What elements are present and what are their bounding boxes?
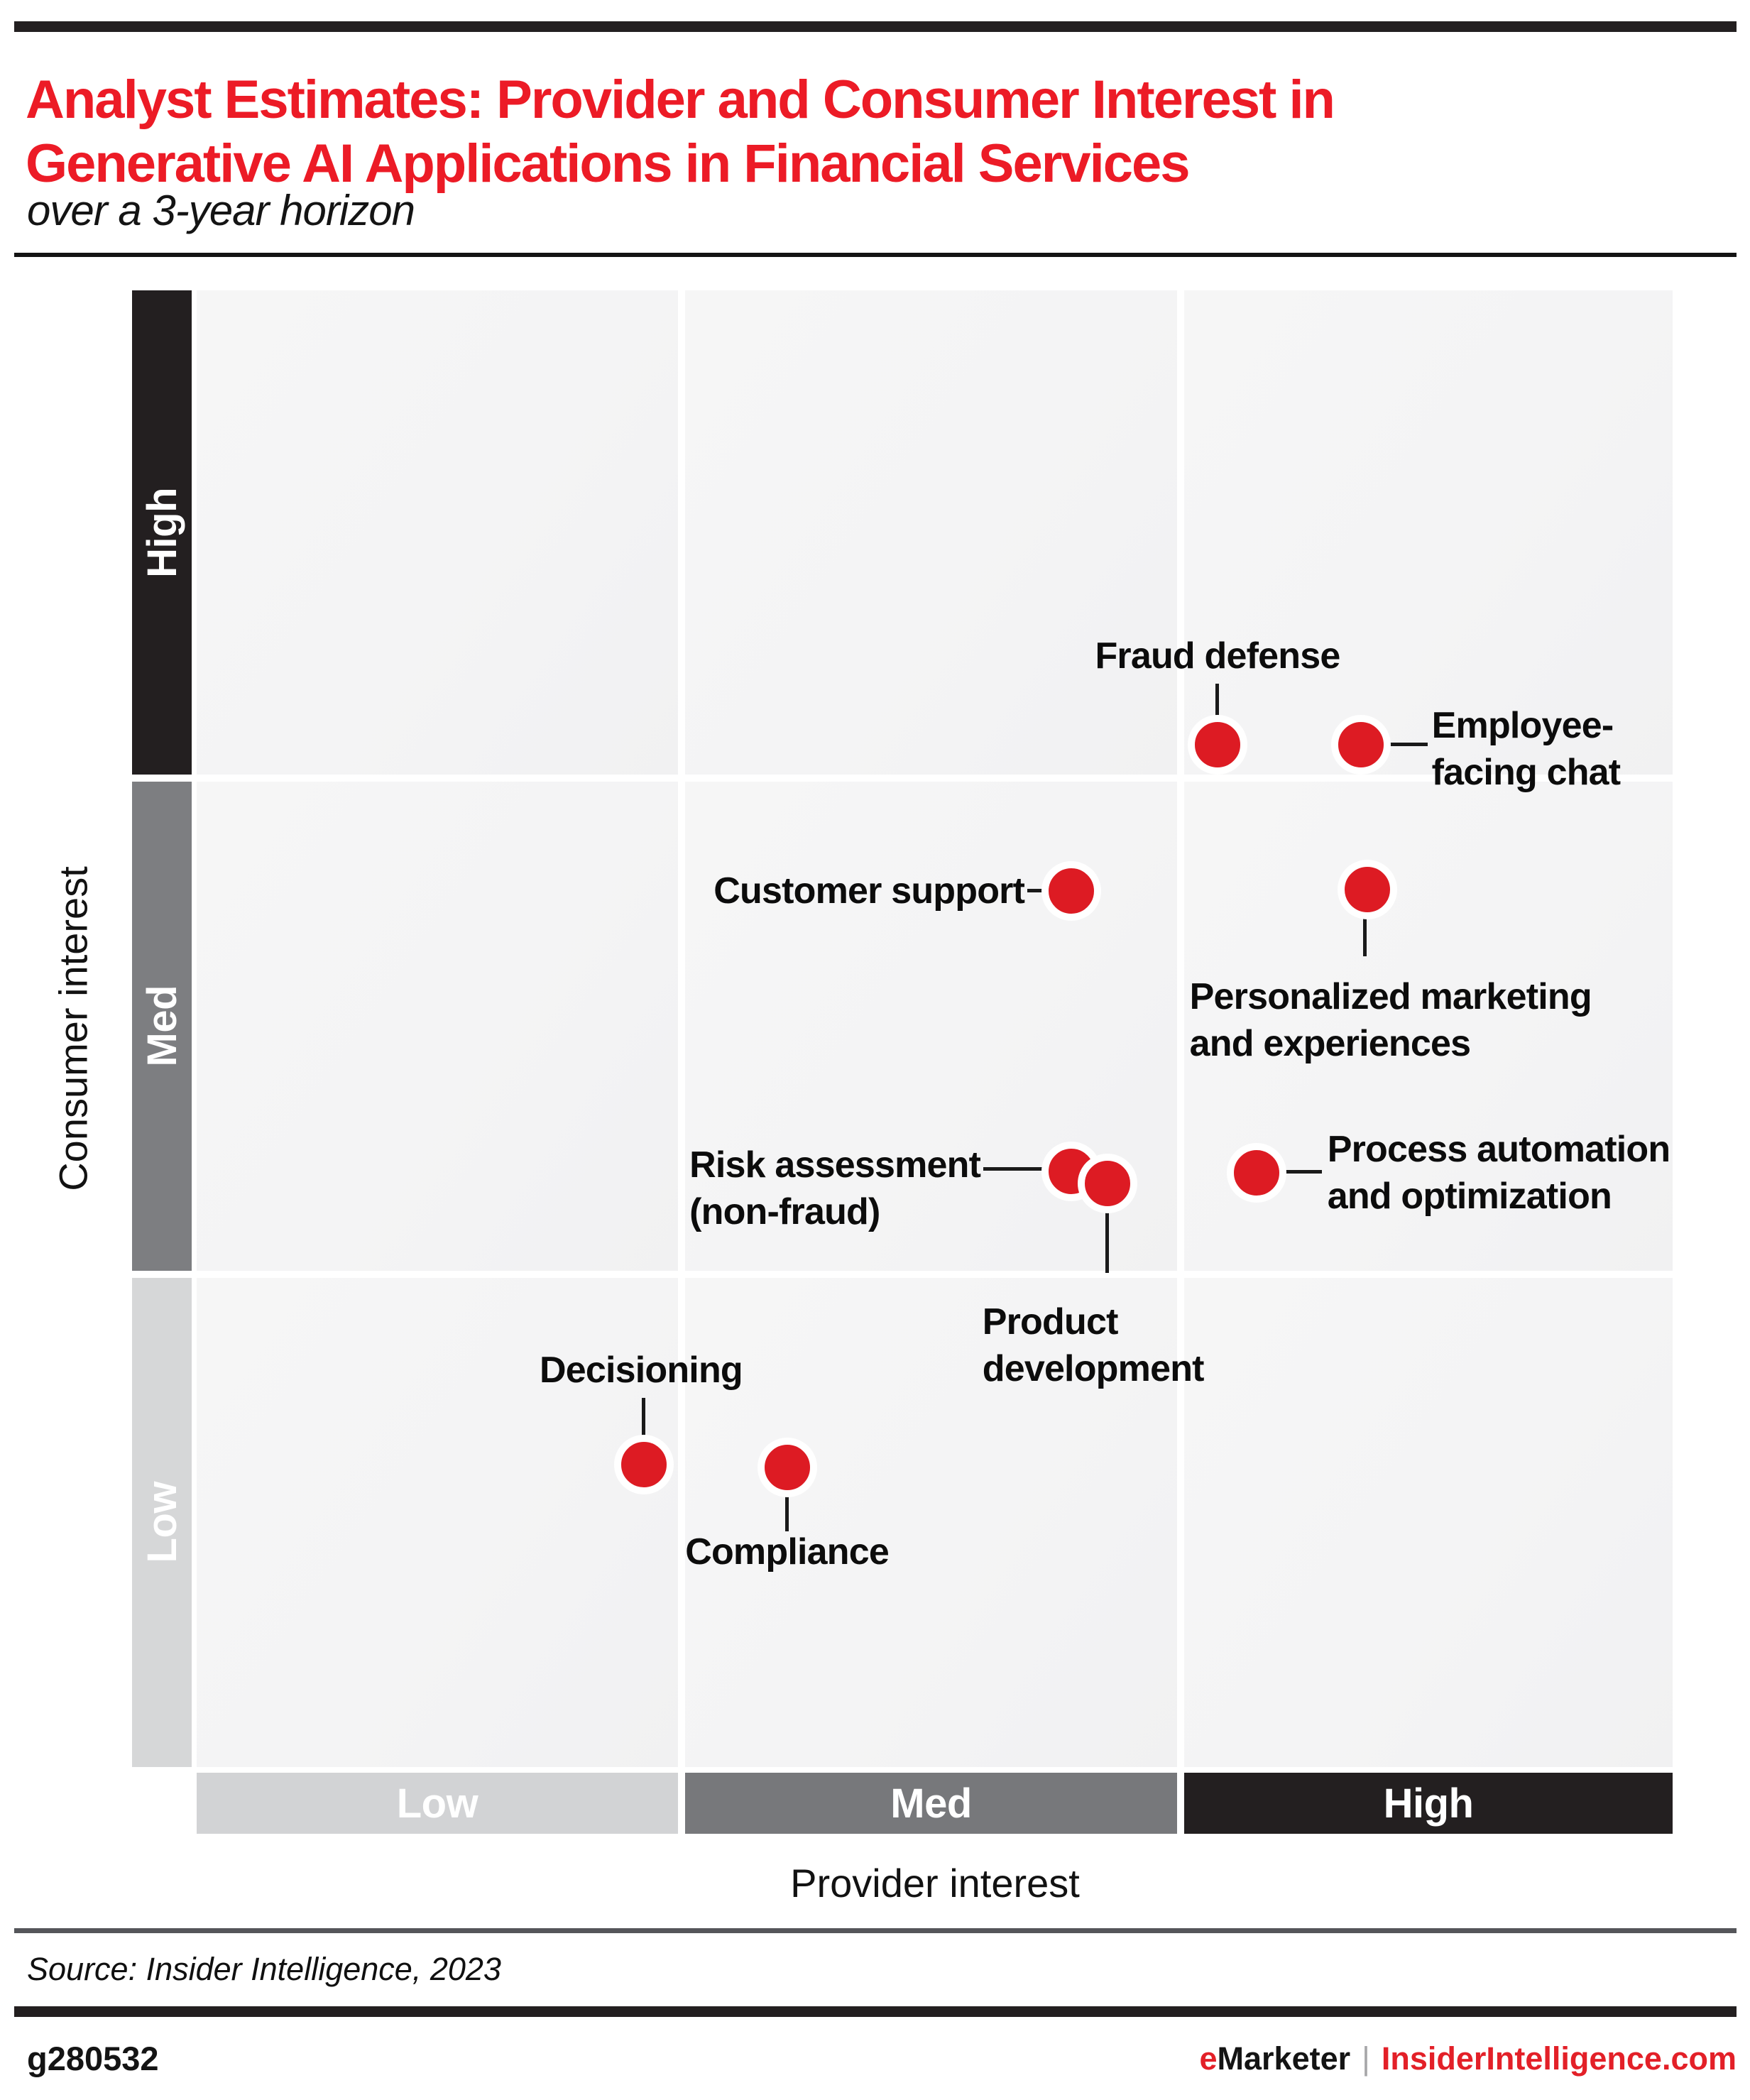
- y-band-high: High: [132, 290, 192, 775]
- compliance-label: Compliance: [685, 1531, 890, 1573]
- process-automation-and-optimization-label: Process automation and optimization: [1327, 1129, 1670, 1218]
- x-axis-title: Provider interest: [790, 1861, 1080, 1905]
- risk-assessment-non-fraud-label: Risk assessment (non-fraud): [689, 1144, 981, 1233]
- process-automation-and-optimization-dot: [1226, 1143, 1286, 1203]
- footer-accent-bar: [14, 2006, 1737, 2017]
- top-accent-bar: [14, 21, 1737, 32]
- brand-footer: eMarketer | InsiderIntelligence.com: [1200, 2040, 1737, 2077]
- x-band-low: Low: [197, 1773, 678, 1834]
- grid-cell: [197, 290, 678, 775]
- grid-cell: [197, 1278, 678, 1767]
- emarketer-wordmark: eMarketer: [1200, 2040, 1351, 2077]
- compliance-dot: [757, 1437, 817, 1497]
- fraud-defense-label: Fraud defense: [1095, 635, 1340, 677]
- emarketer-e: e: [1199, 2040, 1218, 2077]
- fraud-defense-dot: [1187, 714, 1247, 775]
- emarketer-rest: Marketer: [1217, 2040, 1351, 2077]
- source-divider: [14, 1928, 1737, 1933]
- chart-id: g280532: [27, 2040, 159, 2077]
- chart-subtitle: over a 3-year horizon: [27, 187, 415, 234]
- product-development-dot: [1077, 1153, 1137, 1213]
- y-band-med: Med: [132, 782, 192, 1271]
- decisioning-dot: [613, 1435, 674, 1495]
- y-band-low: Low: [132, 1278, 192, 1767]
- chart-title: Analyst Estimates: Provider and Consumer…: [26, 68, 1335, 196]
- matrix-grid: [197, 290, 1673, 1767]
- x-band-med-label: Med: [890, 1780, 972, 1827]
- x-band-low-label: Low: [396, 1780, 478, 1827]
- grid-cell: [1184, 290, 1673, 775]
- header-divider: [14, 253, 1737, 257]
- risk-assessment-non-fraud-leader: [983, 1166, 1068, 1171]
- customer-support-label: Customer support: [713, 870, 1025, 912]
- x-band-high-label: High: [1383, 1780, 1474, 1827]
- personalized-marketing-and-experiences-leader: [1363, 893, 1367, 956]
- grid-cell: [685, 1278, 1177, 1767]
- personalized-marketing-and-experiences-label: Personalized marketing and experiences: [1189, 975, 1592, 1064]
- chart-title-line1: Analyst Estimates: Provider and Consumer…: [26, 70, 1335, 130]
- source-note: Source: Insider Intelligence, 2023: [27, 1951, 501, 1987]
- process-automation-and-optimization-leader: [1276, 1169, 1322, 1174]
- employee-facing-chat-leader: [1380, 743, 1428, 747]
- product-development-label: Product development: [982, 1301, 1205, 1389]
- grid-cell: [197, 782, 678, 1271]
- x-band-med: Med: [685, 1773, 1177, 1834]
- decisioning-leader: [642, 1398, 646, 1461]
- decisioning-label: Decisioning: [539, 1350, 743, 1391]
- compliance-leader: [785, 1471, 789, 1531]
- customer-support-dot: [1041, 860, 1102, 921]
- chart-title-line2: Generative AI Applications in Financial …: [26, 133, 1191, 194]
- x-band-high: High: [1184, 1773, 1673, 1834]
- insider-intelligence-link: InsiderIntelligence.com: [1381, 2040, 1737, 2077]
- fraud-defense-leader: [1215, 683, 1220, 740]
- personalized-marketing-and-experiences-dot: [1337, 859, 1397, 919]
- grid-cell: [1184, 1278, 1673, 1767]
- grid-cell: [685, 290, 1177, 775]
- brand-separator: |: [1362, 2040, 1370, 2077]
- product-development-leader: [1105, 1204, 1110, 1273]
- employee-facing-chat-label: Employee-facing chat: [1431, 704, 1622, 793]
- employee-facing-chat-dot: [1330, 714, 1391, 775]
